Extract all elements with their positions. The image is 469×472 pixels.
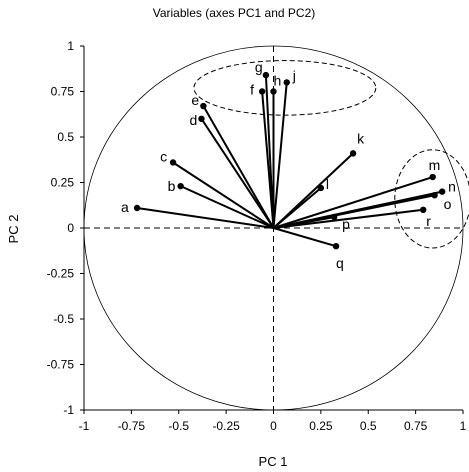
point-label-j: j	[292, 67, 296, 83]
point-label-h: h	[274, 73, 282, 89]
y-tick-label: 0.75	[51, 85, 75, 99]
x-axis-title: PC 1	[259, 454, 288, 469]
point-j	[283, 79, 290, 86]
point-f	[258, 88, 266, 95]
point-label-r: r	[426, 213, 431, 229]
point-label-o: o	[444, 196, 452, 212]
point-label-g: g	[255, 59, 263, 75]
point-r	[420, 206, 427, 213]
point-n	[438, 188, 446, 195]
vector-r	[273, 208, 424, 229]
y-tick-label: 0.25	[51, 176, 75, 190]
point-q	[332, 243, 340, 250]
x-tick-label: 0	[270, 419, 277, 433]
point-o	[431, 192, 438, 199]
x-tick-label: -0.5	[168, 419, 189, 433]
x-tick-label: 0.5	[360, 419, 377, 433]
x-tick-label: -1	[79, 419, 90, 433]
vector-q	[273, 227, 337, 248]
plot-area: -1 -0.75 -0.5 -0.25 0 0.25 0.5 0.75 1 1 0.75 0.5 0.2…	[47, 39, 469, 433]
vector-a	[136, 206, 274, 229]
vector-j	[272, 82, 288, 229]
point-label-b: b	[168, 178, 176, 194]
x-tick-label: 1	[460, 419, 467, 433]
point-g	[262, 71, 270, 79]
point-m	[429, 173, 436, 181]
point-k	[349, 150, 357, 157]
point-d	[198, 115, 205, 123]
y-tick-label: 0	[67, 221, 74, 235]
y-tick-label: 1	[67, 39, 74, 53]
chart-title: Variables (axes PC1 and PC2)	[153, 6, 316, 20]
y-tick-label: -0.25	[47, 267, 75, 281]
vector-l	[272, 187, 322, 229]
highlight-ellipse-1	[193, 60, 377, 116]
y-tick-label: -0.75	[47, 358, 75, 372]
point-h	[270, 88, 277, 95]
point-label-n: n	[448, 179, 456, 195]
y-axis-title: PC 2	[6, 215, 21, 244]
vector-c	[172, 161, 275, 229]
point-e	[200, 102, 207, 110]
vector-d	[200, 118, 275, 229]
highlight-ellipse-2	[394, 149, 469, 249]
point-label-m: m	[429, 157, 441, 173]
vector-e	[202, 105, 275, 229]
x-tick-label: -0.25	[212, 419, 240, 433]
point-label-a: a	[121, 199, 129, 215]
point-label-l: l	[326, 176, 329, 192]
point-p	[330, 213, 338, 221]
point-label-f: f	[250, 82, 254, 98]
vector-g	[264, 75, 275, 229]
vector-b	[180, 185, 274, 229]
y-tick-label: 0.5	[57, 130, 74, 144]
vector-m	[273, 176, 433, 229]
point-label-k: k	[357, 130, 365, 146]
point-b	[177, 182, 184, 190]
point-l	[317, 184, 325, 192]
point-label-e: e	[191, 92, 199, 108]
x-tick-label: -0.75	[118, 419, 146, 433]
x-tick-label: 0.75	[404, 419, 428, 433]
point-a	[133, 204, 141, 212]
point-label-q: q	[336, 255, 344, 271]
x-tick-label: 0.25	[309, 419, 333, 433]
point-c	[169, 159, 177, 166]
point-label-p: p	[342, 216, 350, 232]
y-tick-label: -0.5	[53, 312, 74, 326]
point-label-c: c	[160, 148, 167, 164]
point-label-d: d	[189, 112, 197, 128]
y-tick-label: -1	[63, 403, 74, 417]
